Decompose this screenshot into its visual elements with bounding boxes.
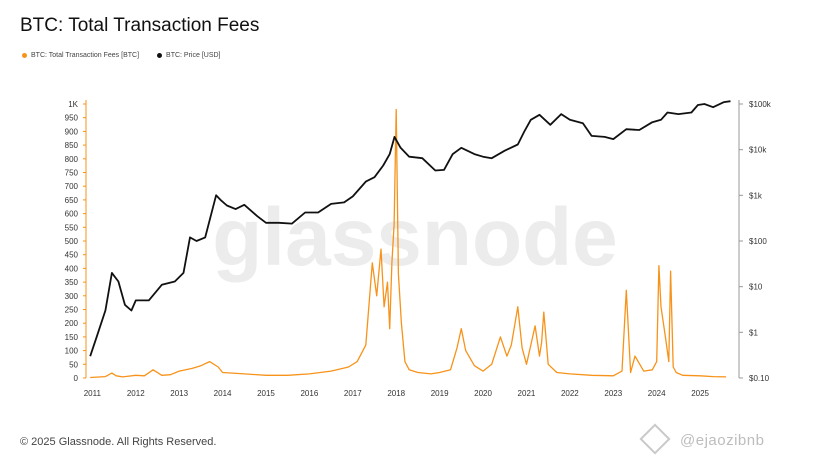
chart-title: BTC: Total Transaction Fees	[20, 15, 260, 36]
x-tick-label: 2012	[127, 389, 145, 398]
left-tick-label: 550	[65, 223, 79, 232]
legend: BTC: Total Transaction Fees [BTC] BTC: P…	[22, 52, 220, 59]
author-handle: @ejaozibnb	[680, 432, 765, 449]
x-tick-label: 2019	[431, 389, 449, 398]
left-tick-label: 800	[65, 155, 79, 164]
left-tick-label: 300	[65, 292, 79, 301]
x-tick-label: 2011	[84, 389, 102, 398]
x-tick-label: 2016	[300, 389, 318, 398]
left-tick-label: 500	[65, 237, 79, 246]
x-tick-label: 2013	[170, 389, 188, 398]
x-tick-label: 2017	[344, 389, 362, 398]
x-tick-label: 2020	[474, 389, 492, 398]
x-tick-label: 2021	[518, 389, 536, 398]
legend-price-label: BTC: Price [USD]	[166, 52, 221, 59]
legend-item-fees[interactable]: BTC: Total Transaction Fees [BTC]	[22, 52, 139, 59]
left-tick-label: 600	[65, 210, 79, 219]
x-tick-label: 2014	[214, 389, 232, 398]
x-tick-label: 2015	[257, 389, 275, 398]
left-tick-label: 850	[65, 141, 79, 150]
left-tick-label: 900	[65, 127, 79, 136]
left-tick-label: 200	[65, 319, 79, 328]
left-tick-label: 250	[65, 306, 79, 315]
x-tick-label: 2024	[648, 389, 666, 398]
x-tick-label: 2018	[387, 389, 405, 398]
copyright-footer: © 2025 Glassnode. All Rights Reserved.	[20, 436, 217, 448]
left-axis-ticks: 0 50 100 150 200 250 300 350 400 450 500 550 600 650 7…	[65, 100, 86, 383]
left-tick-label: 50	[69, 360, 78, 369]
left-tick-label: 450	[65, 251, 79, 260]
left-tick-label: 150	[65, 333, 79, 342]
series-group	[89, 100, 731, 379]
left-tick-label: 950	[65, 114, 79, 123]
right-axis-ticks: $0.10 $1 $10 $100 $1k $10k $100k	[739, 100, 772, 383]
right-tick-label: $1	[749, 328, 758, 337]
right-tick-label: $100	[749, 237, 767, 246]
right-tick-label: $1k	[749, 191, 763, 200]
left-tick-label: 0	[74, 374, 79, 383]
right-tick-label: $0.10	[749, 374, 770, 383]
left-tick-label: 650	[65, 196, 79, 205]
x-tick-label: 2022	[561, 389, 579, 398]
left-tick-label: 700	[65, 182, 79, 191]
right-tick-label: $10	[749, 283, 763, 292]
left-tick-label: 750	[65, 169, 79, 178]
right-tick-label: $100k	[749, 100, 772, 109]
price-series-line	[89, 100, 731, 357]
legend-fees-label: BTC: Total Transaction Fees [BTC]	[31, 52, 140, 59]
legend-item-price[interactable]: BTC: Price [USD]	[157, 52, 220, 59]
legend-price-dot-icon	[157, 53, 163, 58]
left-tick-label: 1K	[68, 100, 78, 109]
left-tick-label: 400	[65, 264, 79, 273]
left-tick-label: 350	[65, 278, 79, 287]
legend-fees-dot-icon	[22, 53, 27, 58]
x-tick-label: 2025	[691, 389, 709, 398]
x-axis-ticks: 2011 2012 2013 2014 2015 2016 2017 2018 2019 2020…	[84, 389, 710, 398]
fees-series-line	[90, 108, 727, 379]
right-tick-label: $10k	[749, 146, 767, 155]
glassnode-watermark: glassnode	[212, 192, 618, 283]
left-tick-label: 100	[65, 347, 79, 356]
x-tick-label: 2023	[604, 389, 622, 398]
